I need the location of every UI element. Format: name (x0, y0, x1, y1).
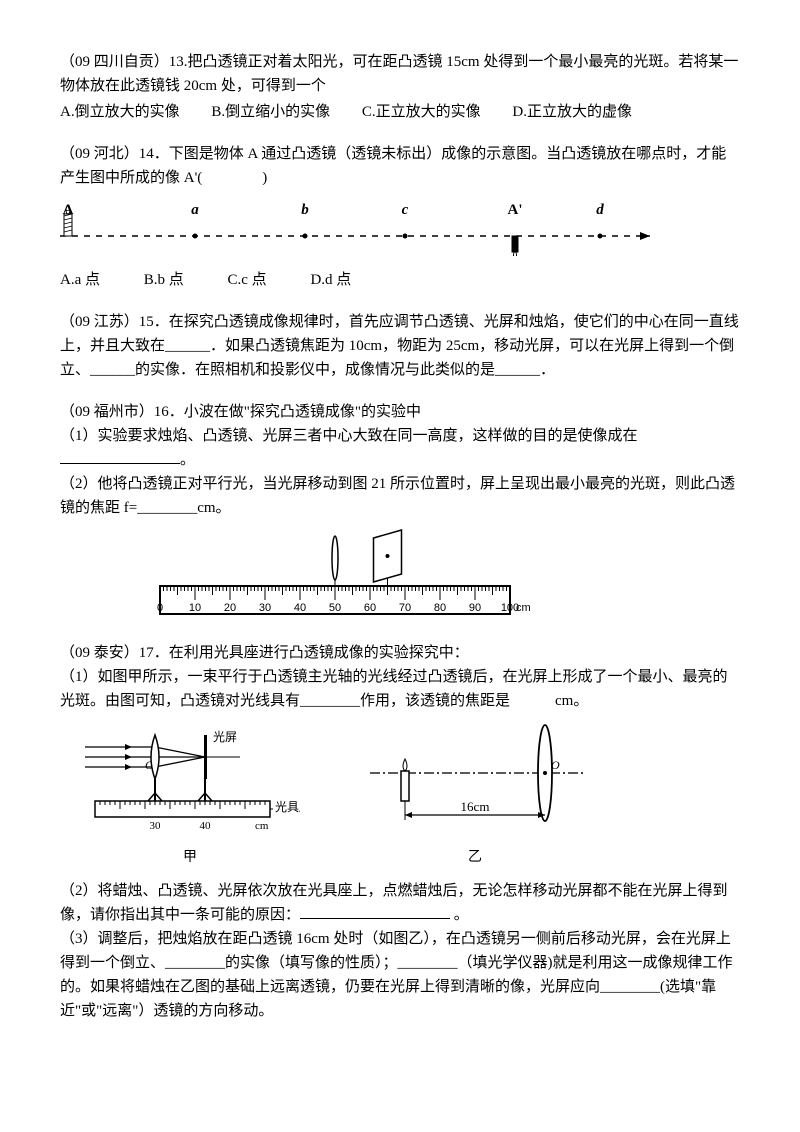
svg-text:b: b (301, 202, 309, 218)
q13-opt-d: D.正立放大的虚像 (512, 100, 632, 124)
svg-text:30: 30 (259, 602, 271, 614)
svg-text:60: 60 (364, 602, 376, 614)
q16-blank (60, 448, 180, 464)
q13-opt-c: C.正立放大的实像 (362, 100, 481, 124)
svg-text:光屏: 光屏 (213, 730, 237, 744)
q16-part1: （1）实验要求烛焰、凸透镜、光屏三者中心大致在同一高度，这样做的目的是使像成在 … (60, 424, 740, 472)
q15-text: （09 江苏）15．在探究凸透镜成像规律时，首先应调节凸透镜、光屏和烛焰，使它们… (60, 314, 739, 378)
q16-p1b: 。 (180, 452, 195, 468)
q16-figure: 0102030405060708090100cm (140, 528, 740, 623)
svg-text:70: 70 (399, 602, 411, 614)
q14-opt-c: C.c 点 (228, 268, 267, 292)
svg-text:cm: cm (255, 820, 269, 832)
svg-text:16cm: 16cm (461, 799, 490, 814)
q16-title: （09 福州市）16．小波在做"探究凸透镜成像"的实验中 (60, 400, 740, 424)
q17-fig-a-caption: 甲 (80, 847, 300, 869)
svg-text:A: A (63, 202, 74, 218)
svg-text:a: a (191, 202, 199, 218)
question-17: （09 泰安）17．在利用光具座进行凸透镜成像的实验探究中： （1）如图甲所示，… (60, 641, 740, 1023)
svg-text:40: 40 (200, 820, 212, 832)
q17-part3: （3）调整后，把烛焰放在距凸透镜 16cm 处时（如图乙），在凸透镜另一侧前后移… (60, 927, 740, 1023)
q14-opt-d: D.d 点 (310, 268, 351, 292)
svg-text:A': A' (508, 202, 523, 218)
q17-fig-a-wrap: O光屏3040cm光具座 甲 (80, 723, 300, 869)
q14-optical-axis-diagram: Aa b c A' d (60, 198, 650, 256)
q14-figure: Aa b c A' d (60, 198, 740, 256)
q17-title: （09 泰安）17．在利用光具座进行凸透镜成像的实验探究中： (60, 641, 740, 665)
svg-text:20: 20 (224, 602, 236, 614)
q17-part1: （1）如图甲所示，一束平行于凸透镜主光轴的光线经过凸透镜后，在光屏上形成了一个最… (60, 665, 740, 713)
question-16: （09 福州市）16．小波在做"探究凸透镜成像"的实验中 （1）实验要求烛焰、凸… (60, 400, 740, 623)
q17-p2-tail: 。 (450, 907, 469, 923)
q17-fig-b: O 16cm (360, 723, 590, 843)
svg-text:d: d (596, 202, 604, 218)
q17-p2-blank (300, 903, 450, 919)
q13-options: A.倒立放大的实像 B.倒立缩小的实像 C.正立放大的实像 D.正立放大的虚像 (60, 100, 740, 124)
q13-opt-a: A.倒立放大的实像 (60, 100, 180, 124)
q17-fig-b-caption: 乙 (360, 847, 590, 869)
svg-text:30: 30 (150, 820, 162, 832)
q17-fig-a: O光屏3040cm光具座 (80, 723, 300, 843)
q14-opt-a: A.a 点 (60, 268, 100, 292)
q14-options: A.a 点 B.b 点 C.c 点 D.d 点 (60, 268, 740, 292)
q13-stem: （09 四川自贡）13.把凸透镜正对着太阳光，可在距凸透镜 15cm 处得到一个… (60, 50, 740, 98)
svg-text:50: 50 (329, 602, 341, 614)
svg-text:c: c (402, 202, 409, 218)
question-13: （09 四川自贡）13.把凸透镜正对着太阳光，可在距凸透镜 15cm 处得到一个… (60, 50, 740, 124)
q16-p1a: （1）实验要求烛焰、凸透镜、光屏三者中心大致在同一高度，这样做的目的是使像成在 (60, 428, 638, 444)
question-15: （09 江苏）15．在探究凸透镜成像规律时，首先应调节凸透镜、光屏和烛焰，使它们… (60, 310, 740, 382)
q17-figures: O 光屏 30 40 cm 光具座 甲 O 16cm 乙 (80, 723, 740, 869)
q14-opt-b: B.b 点 (144, 268, 184, 292)
svg-text:80: 80 (434, 602, 446, 614)
svg-text:10: 10 (189, 602, 201, 614)
svg-text:90: 90 (469, 602, 481, 614)
q17-part2: （2）将蜡烛、凸透镜、光屏依次放在光具座上，点燃蜡烛后，无论怎样移动光屏都不能在… (60, 879, 740, 927)
q13-opt-b: B.倒立缩小的实像 (211, 100, 330, 124)
question-14: （09 河北）14．下图是物体 A 通过凸透镜（透镜未标出）成像的示意图。当凸透… (60, 142, 740, 292)
q17-fig-b-wrap: O 16cm 乙 (360, 723, 590, 869)
svg-text:0: 0 (157, 602, 163, 614)
q14-stem: （09 河北）14．下图是物体 A 通过凸透镜（透镜未标出）成像的示意图。当凸透… (60, 142, 740, 190)
q16-part2: （2）他将凸透镜正对平行光，当光屏移动到图 21 所示位置时，屏上呈现出最小最亮… (60, 472, 740, 520)
svg-text:cm: cm (516, 602, 531, 614)
svg-text:光具座: 光具座 (275, 799, 300, 814)
svg-text:40: 40 (294, 602, 306, 614)
q16-ruler-diagram: 0102030405060708090100cm (140, 528, 560, 623)
svg-text:O: O (551, 758, 560, 772)
